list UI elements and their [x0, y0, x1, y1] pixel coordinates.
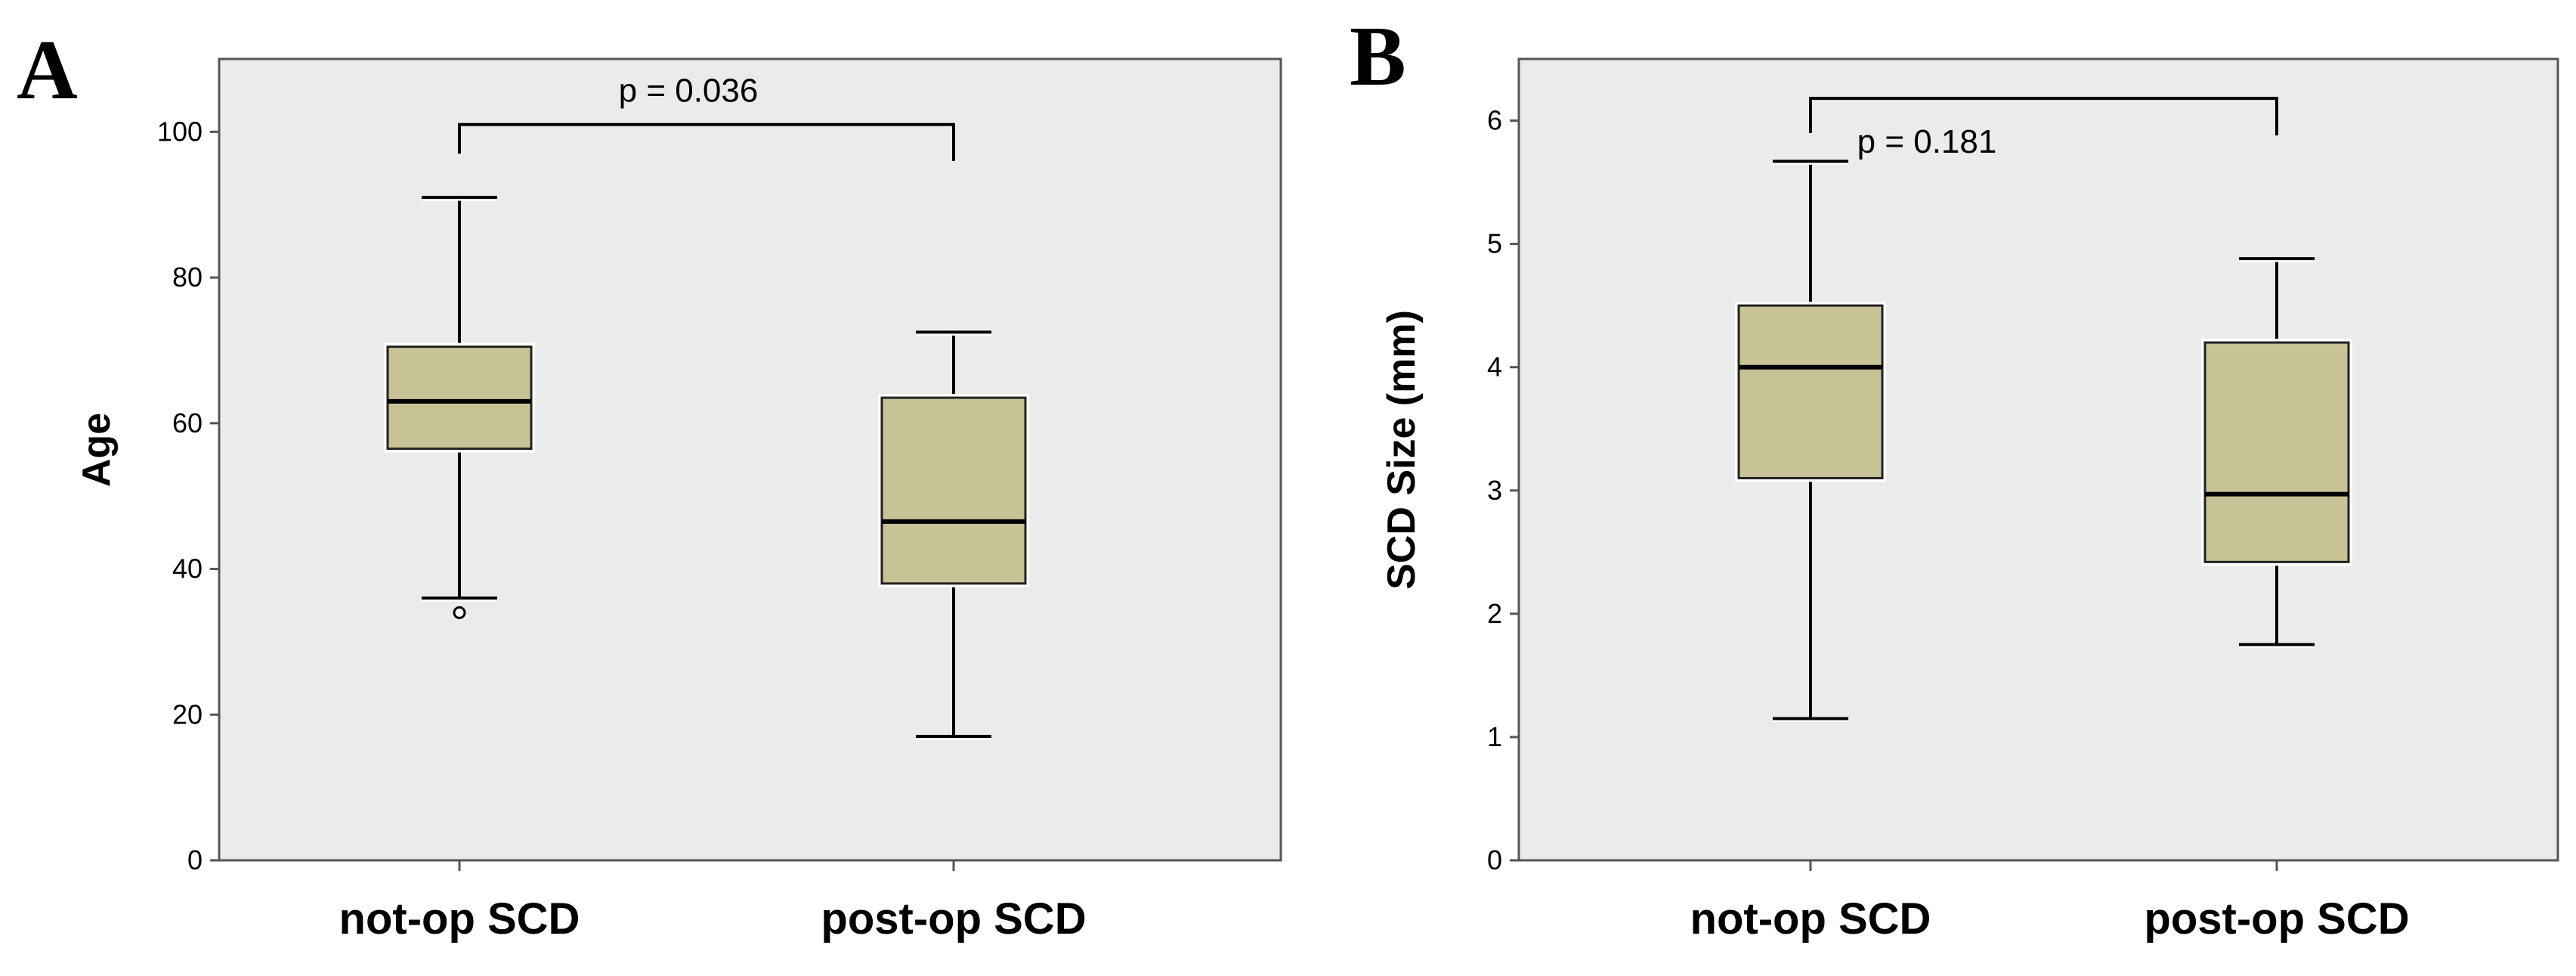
- y-tick-label-b: 6: [1487, 105, 1502, 136]
- box-iqr: [386, 345, 533, 451]
- box-iqr: [1737, 304, 1884, 479]
- significance-bracket-a: [458, 122, 955, 161]
- y-tick-label-b: 5: [1487, 228, 1502, 259]
- category-label-b-post-op: post-op SCD: [2144, 894, 2409, 943]
- box-iqr: [2203, 341, 2350, 563]
- category-label-a-post-op: post-op SCD: [821, 894, 1086, 943]
- category-label-b-not-op: not-op SCD: [1690, 894, 1931, 943]
- y-tick-label-a: 60: [172, 407, 203, 438]
- y-axis-label-a: Age: [75, 413, 119, 487]
- y-tick-label-a: 20: [172, 699, 203, 730]
- plot-area-a: [218, 57, 1282, 862]
- y-tick-label-b: 3: [1487, 475, 1502, 506]
- box-iqr: [880, 396, 1027, 585]
- significance-bracket-b: [1809, 97, 2278, 136]
- box-a-not-op: [384, 196, 535, 619]
- y-tick-label-b: 4: [1487, 352, 1502, 383]
- panel-letter-b: B: [1350, 10, 1406, 104]
- box-b-not-op: [1735, 160, 1886, 722]
- panel-letter-a: A: [17, 23, 78, 117]
- p-value-a: p = 0.036: [619, 73, 759, 110]
- marks-a: 0 20 40 60 80 100: [157, 116, 1029, 875]
- y-tick-label-a: 0: [187, 844, 203, 875]
- box-halo: [1735, 302, 1886, 482]
- box-a-post-op: [878, 330, 1029, 740]
- box-b-post-op: [2201, 257, 2352, 649]
- p-value-b: p = 0.181: [1857, 123, 1997, 160]
- y-tick-label-b: 0: [1487, 844, 1502, 875]
- category-label-a-not-op: not-op SCD: [339, 894, 580, 943]
- y-tick-label-a: 100: [157, 116, 203, 147]
- panel-b: B 0 1 2 3 4 5 6 SCD Size (mm) p = 0.181 not-op…: [1350, 10, 2559, 943]
- box-halo: [2201, 339, 2352, 566]
- plot-area-b: [1517, 57, 2559, 862]
- y-tick-label-b: 1: [1487, 721, 1502, 752]
- y-axis-label-b: SCD Size (mm): [1380, 310, 1424, 590]
- marks-b: 0 1 2 3 4 5 6: [1487, 97, 2352, 875]
- box-halo: [384, 342, 535, 453]
- y-tick-label-b: 2: [1487, 598, 1502, 629]
- outlier-point: [453, 606, 466, 619]
- box-halo: [878, 394, 1029, 587]
- y-tick-label-a: 80: [172, 262, 203, 293]
- y-tick-label-a: 40: [172, 553, 203, 584]
